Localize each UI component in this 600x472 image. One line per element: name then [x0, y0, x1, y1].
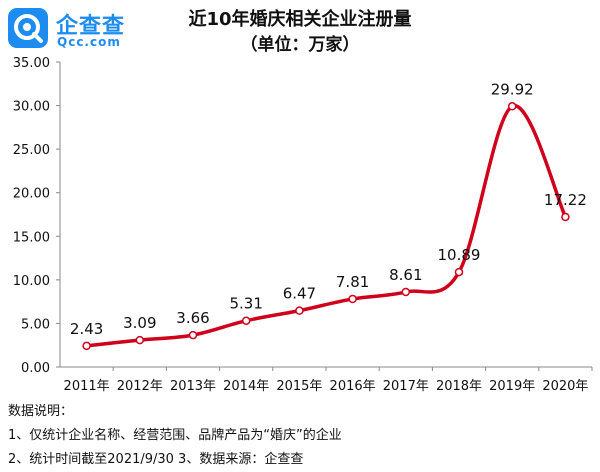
- qcc-logo: 企查查 Qcc.com: [8, 8, 138, 50]
- y-tick-label: 15.00: [13, 230, 50, 245]
- y-tick-label: 0.00: [21, 361, 50, 376]
- data-point: [561, 212, 570, 222]
- x-tick-label: 2018年: [436, 379, 482, 394]
- data-point: [82, 341, 91, 351]
- series-line: [84, 104, 568, 348]
- qcc-logo-icon: [8, 8, 48, 48]
- data-point: [241, 316, 251, 325]
- x-tick-label: 2012年: [117, 379, 163, 394]
- data-label: 7.81: [336, 273, 369, 291]
- data-label: 2.43: [70, 320, 103, 338]
- x-tick-label: 2020年: [542, 379, 588, 394]
- data-label: 10.89: [438, 246, 481, 264]
- y-tick-label: 20.00: [13, 187, 50, 202]
- data-label: 29.92: [491, 80, 534, 98]
- y-tick-label: 25.00: [13, 143, 50, 158]
- x-tick-label: 2011年: [64, 379, 110, 394]
- x-tick-label: 2016年: [330, 379, 376, 394]
- data-label: 8.61: [389, 266, 422, 284]
- notes-heading: 数据说明：: [8, 404, 74, 419]
- x-tick-label: 2019年: [489, 379, 535, 394]
- data-point: [295, 306, 304, 315]
- data-point: [401, 287, 411, 297]
- data-label: 5.31: [229, 295, 262, 313]
- chart-title: 近10年婚庆相关企业注册量: [188, 9, 412, 30]
- data-label: 17.22: [544, 191, 587, 209]
- x-tick-label: 2017年: [383, 379, 429, 394]
- data-point: [188, 330, 198, 340]
- y-tick-label: 5.00: [21, 317, 50, 332]
- data-label: 3.09: [123, 314, 156, 332]
- line-chart: 0.00 5.00 10.00 15.00 20.00 25.00 30.00 35.00 20…: [13, 56, 593, 394]
- logo-name: 企查查: [56, 14, 126, 39]
- logo-url: Qcc.com: [57, 35, 121, 49]
- y-tick-label: 30.00: [13, 100, 50, 115]
- data-point: [507, 102, 517, 111]
- y-tick-label: 35.00: [13, 56, 50, 71]
- data-point: [454, 267, 464, 277]
- chart-subtitle: （单位：万家）: [240, 35, 360, 55]
- y-tick-label: 10.00: [13, 274, 50, 289]
- data-point: [348, 294, 357, 304]
- notes-line-2: 2、统计时间截至2021/9/30 3、数据来源：企查查: [8, 452, 304, 467]
- data-label: 3.66: [176, 309, 209, 327]
- x-tick-label: 2015年: [276, 379, 322, 394]
- x-tick-label: 2013年: [170, 379, 216, 394]
- notes-line-1: 1、仅统计企业名称、经营范围、品牌产品为“婚庆”的企业: [8, 428, 342, 443]
- data-point: [135, 335, 145, 345]
- data-label: 6.47: [283, 285, 316, 303]
- data-notes: 数据说明： 1、仅统计企业名称、经营范围、品牌产品为“婚庆”的企业 2、统计时间…: [8, 400, 342, 472]
- x-tick-label: 2014年: [223, 379, 269, 394]
